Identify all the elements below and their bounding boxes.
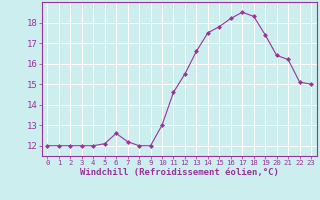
X-axis label: Windchill (Refroidissement éolien,°C): Windchill (Refroidissement éolien,°C): [80, 168, 279, 177]
